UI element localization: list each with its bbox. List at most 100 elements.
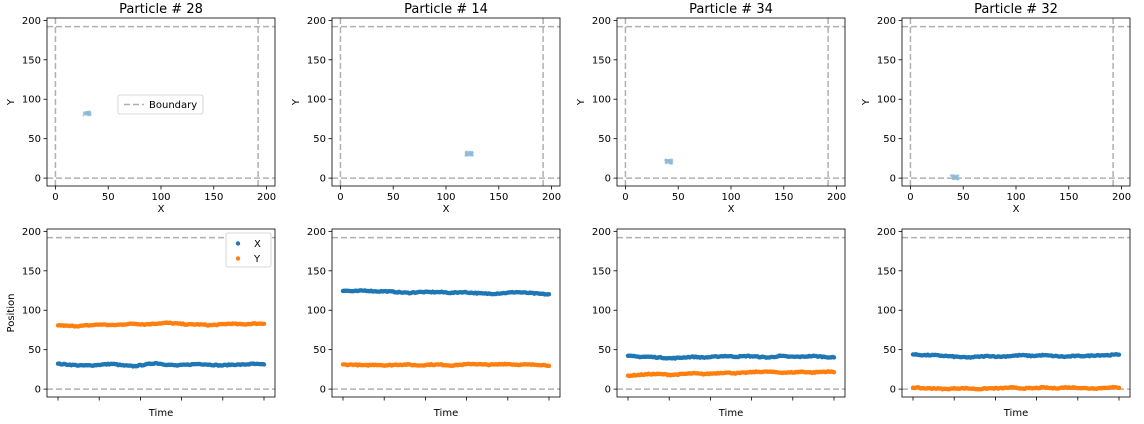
- y-tick-label: 150: [22, 55, 41, 66]
- legend-swatch-X: [235, 241, 241, 246]
- y-tick-label: 50: [598, 345, 611, 356]
- trajectory-point: [952, 177, 955, 181]
- legend-label-X: X: [254, 239, 261, 250]
- y-tick-label: 150: [592, 266, 611, 277]
- y-axis-label: Y: [861, 98, 872, 106]
- x-axis-label: Time: [148, 408, 173, 419]
- y-tick-label: 200: [592, 227, 611, 238]
- subplot-title: Particle # 34: [689, 2, 773, 17]
- trajectory-point: [950, 174, 953, 178]
- y-tick-label: 200: [307, 227, 326, 238]
- subplot-title: Particle # 14: [404, 2, 488, 17]
- trajectory-point: [82, 111, 86, 114]
- subplot-5: 0 50 100 150 200 Time Position XY: [6, 227, 276, 419]
- y-tick-label: 0: [35, 174, 41, 185]
- legend: Boundary: [117, 94, 204, 115]
- y-tick-label: 100: [307, 306, 326, 317]
- y-tick-label: 200: [22, 227, 41, 238]
- y-axis-label: Y: [291, 98, 302, 106]
- axes-frame: [616, 17, 846, 187]
- y-tick-label: 50: [883, 134, 896, 145]
- trajectory-point: [669, 162, 673, 165]
- y-tick-label: 0: [320, 385, 326, 396]
- series-Y: [625, 369, 837, 379]
- axes-frame: [331, 17, 561, 187]
- y-tick-label: 100: [22, 306, 41, 317]
- x-tick-label: 0: [52, 192, 58, 203]
- y-tick-label: 150: [877, 266, 896, 277]
- y-tick-label: 50: [313, 345, 326, 356]
- y-tick-label: 200: [592, 16, 611, 27]
- x-tick-label: 150: [204, 192, 223, 203]
- subplot-1: Particle # 28 0 50 100 150 200 0 50 100 150 200 X Y B…: [6, 2, 276, 215]
- axes-frame: [901, 228, 1131, 398]
- series-X: [625, 353, 837, 361]
- subplot-2: Particle # 14 0 50 100 150 200 0 50 100 150 200 X Y: [291, 2, 561, 215]
- series-X: [910, 351, 1122, 360]
- axes-frame: [901, 17, 1131, 187]
- x-axis-label: Time: [718, 408, 743, 419]
- series-X: [55, 360, 267, 369]
- y-axis-label: Y: [576, 98, 587, 106]
- legend-box: [117, 94, 204, 115]
- x-tick-label: 200: [827, 192, 846, 203]
- series-point-X: [831, 355, 837, 360]
- x-axis-label: X: [1013, 204, 1020, 215]
- trajectory-point: [665, 160, 668, 164]
- x-axis-label: X: [728, 204, 735, 215]
- x-tick-label: 50: [102, 192, 115, 203]
- y-axis-label: Position: [6, 294, 17, 333]
- x-tick-label: 100: [1006, 192, 1025, 203]
- trajectory-point: [952, 174, 956, 177]
- y-tick-label: 200: [877, 227, 896, 238]
- legend-box: [225, 232, 272, 268]
- subplot-title: Particle # 32: [974, 2, 1058, 17]
- trajectory-point: [466, 152, 470, 156]
- y-tick-label: 100: [22, 95, 41, 106]
- y-tick-label: 0: [605, 174, 611, 185]
- trajectory-point: [667, 158, 670, 162]
- axes-frame: [616, 228, 846, 398]
- y-tick-label: 100: [592, 306, 611, 317]
- x-tick-label: 50: [957, 192, 970, 203]
- y-tick-label: 0: [890, 385, 896, 396]
- x-tick-label: 200: [257, 192, 276, 203]
- y-tick-label: 150: [22, 266, 41, 277]
- y-tick-label: 0: [890, 174, 896, 185]
- y-tick-label: 100: [307, 95, 326, 106]
- x-axis-label: Time: [433, 408, 458, 419]
- trajectory-point: [86, 111, 89, 115]
- y-tick-label: 100: [877, 306, 896, 317]
- y-tick-label: 50: [883, 345, 896, 356]
- x-tick-label: 100: [721, 192, 740, 203]
- legend-label-Y: Y: [253, 254, 261, 265]
- trajectory-point: [956, 174, 959, 177]
- y-tick-label: 150: [592, 55, 611, 66]
- series-point-X: [1116, 352, 1122, 357]
- series-Y: [55, 320, 267, 329]
- y-tick-label: 100: [877, 95, 896, 106]
- subplot-4: Particle # 32 0 50 100 150 200 0 50 100 150 200 X Y: [861, 2, 1131, 215]
- x-tick-label: 0: [907, 192, 913, 203]
- subplot-6: 0 50 100 150 200 Time: [307, 227, 561, 419]
- y-tick-label: 150: [307, 266, 326, 277]
- x-tick-label: 100: [151, 192, 170, 203]
- series-X: [340, 288, 552, 297]
- x-tick-label: 200: [1112, 192, 1131, 203]
- y-tick-label: 150: [877, 55, 896, 66]
- y-tick-label: 0: [35, 385, 41, 396]
- legend-swatch-Y: [235, 256, 241, 261]
- y-tick-label: 150: [307, 55, 326, 66]
- trajectory-point: [470, 152, 474, 156]
- legend: XY: [225, 232, 272, 268]
- x-axis-label: Time: [1003, 408, 1028, 419]
- y-axis-label: Y: [6, 98, 17, 106]
- axes-frame: [331, 228, 561, 398]
- series-point-Y: [261, 321, 267, 327]
- series-point-Y: [831, 369, 837, 375]
- trajectory-point: [468, 150, 471, 153]
- x-tick-label: 50: [387, 192, 400, 203]
- y-tick-label: 200: [877, 16, 896, 27]
- y-tick-label: 200: [22, 16, 41, 27]
